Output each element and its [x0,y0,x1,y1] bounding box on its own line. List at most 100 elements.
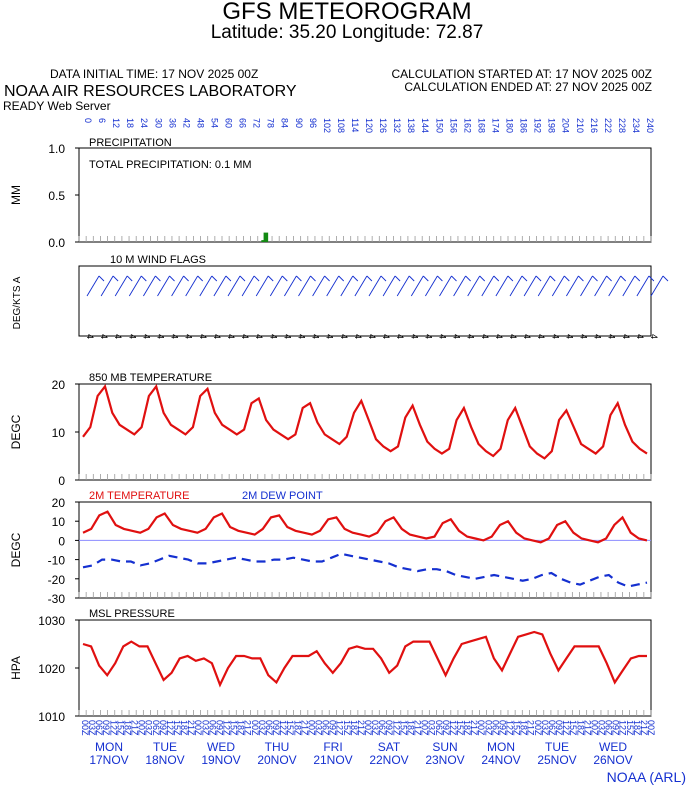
wind-barb [185,275,199,297]
wind-barb [128,275,142,297]
wind-direction-label: 4 [282,334,292,339]
hour-tick-label: 06Z [151,720,161,736]
temp850-line [82,383,648,460]
y-tick-label: 1030 [38,614,65,628]
y-tick-label: 0 [58,534,65,548]
y-tick-label: 1010 [38,710,65,724]
server-name: READY Web Server [3,99,111,113]
wind-barb [439,275,452,297]
wind-direction-label: 4 [141,334,151,339]
precip-total: TOTAL PRECIPITATION: 0.1 MM [89,159,252,171]
hour-tick-label: 00Z [589,720,599,736]
day-of-week-label: MON [487,740,515,754]
wind-direction-label: 4 [226,334,236,339]
wind-barb-flag [592,275,598,282]
wind-barb [199,275,213,297]
panel-frame [78,383,652,481]
wind-direction-label: 4 [508,334,518,339]
forecast-hour-label: 18 [125,118,135,128]
y-tick-label: 20 [52,496,66,510]
day-of-week-label: SAT [378,740,401,754]
legend-2m-temperature: 2M TEMPERATURE [89,490,189,502]
hour-tick-label: 00Z [193,720,203,736]
forecast-hour-label: 114 [350,118,360,132]
hour-tick-label: 21Z [639,720,649,736]
date-label: 26NOV [593,753,632,767]
day-of-week-label: SUN [432,740,457,754]
wind-barb [213,275,227,297]
panel-frame [78,619,652,717]
wind-direction-label: 4 [325,334,335,339]
hour-tick-label: 03Z [313,720,323,736]
forecast-hour-label: 66 [238,118,248,128]
wind-direction-label: 4 [381,334,391,339]
hour-tick-label: 09Z [384,720,394,736]
wind-barb-flag [281,275,288,282]
wind-barb-flag [197,275,204,282]
hour-tick-label: 03Z [257,720,267,736]
wind-barb-flag [422,275,429,282]
wind-direction-label: 4 [593,334,603,339]
wind-barb [566,275,579,297]
wind-direction-label: 4 [480,334,490,339]
wind-barb [284,275,297,297]
wind-barb [298,275,311,297]
forecast-hour-label: 204 [561,118,571,133]
hour-tick-label: 00Z [476,720,486,736]
wind-direction-label: 4 [254,334,264,339]
wind-barb [255,275,269,297]
forecast-hour-label: 90 [294,118,304,128]
forecast-hour-label: 174 [490,118,500,133]
location-subtitle: Latitude: 35.20 Longitude: 72.87 [210,22,484,43]
date-label: 21NOV [313,753,352,767]
hour-tick-label: 21Z [130,720,140,736]
hour-tick-label: 00Z [363,720,373,736]
date-label: 19NOV [201,753,240,767]
wind-barb [523,275,537,297]
forecast-hour-label: 126 [378,118,388,133]
forecast-hour-label: 96 [308,118,318,128]
forecast-hour-label: 162 [462,118,472,133]
forecast-hour-label: 138 [406,118,416,133]
wind-barb-flag [408,275,415,282]
hour-tick-label: 12Z [448,720,458,736]
hour-tick-label: 06Z [264,720,274,736]
wind-barb [467,275,481,297]
y-axis-label: HPA [9,656,23,680]
forecast-hour-label: 102 [322,118,332,133]
hour-tick-label: 09Z [611,720,621,736]
y-tick-label: -10 [48,554,66,568]
wind-barb-flag [578,275,584,282]
hour-tick-label: 06Z [321,720,331,736]
wind-barb [312,275,325,297]
hour-tick-label: 09Z [441,720,451,736]
wind-barb-flag [211,275,218,282]
day-of-week-label: THU [265,740,290,754]
wind-barb-flag [662,275,669,282]
forecast-hour-label: 12 [111,118,121,128]
forecast-hour-label: 72 [252,118,262,128]
hour-tick-label: 09Z [328,720,338,736]
wind-direction-label: 4 [635,334,645,339]
hour-tick-label: 15Z [229,720,239,736]
hour-tick-label: 03Z [200,720,210,736]
hour-tick-label: 18Z [349,720,359,736]
wind-direction-label: 4 [85,334,95,339]
wind-direction-label: 4 [113,334,123,339]
date-label: 24NOV [481,753,520,767]
y-axis-label: DEGC [9,532,23,567]
forecast-hour-label: 210 [575,118,585,133]
day-of-week-label: WED [207,740,235,754]
hour-tick-label: 06Z [94,720,104,736]
hour-tick-label: 15Z [568,720,578,736]
wind-barb [594,275,607,297]
y-axis-label: DEG/KTS A [12,276,23,329]
wind-barb-flag [437,275,443,282]
wind-barb-flag [563,275,570,282]
wind-barb [580,275,593,297]
wind-direction-label: 4 [198,334,208,339]
y-tick-label: 1.0 [48,142,65,156]
wind-direction-label: 4 [466,334,476,339]
wind-direction-label: 4 [579,334,589,339]
